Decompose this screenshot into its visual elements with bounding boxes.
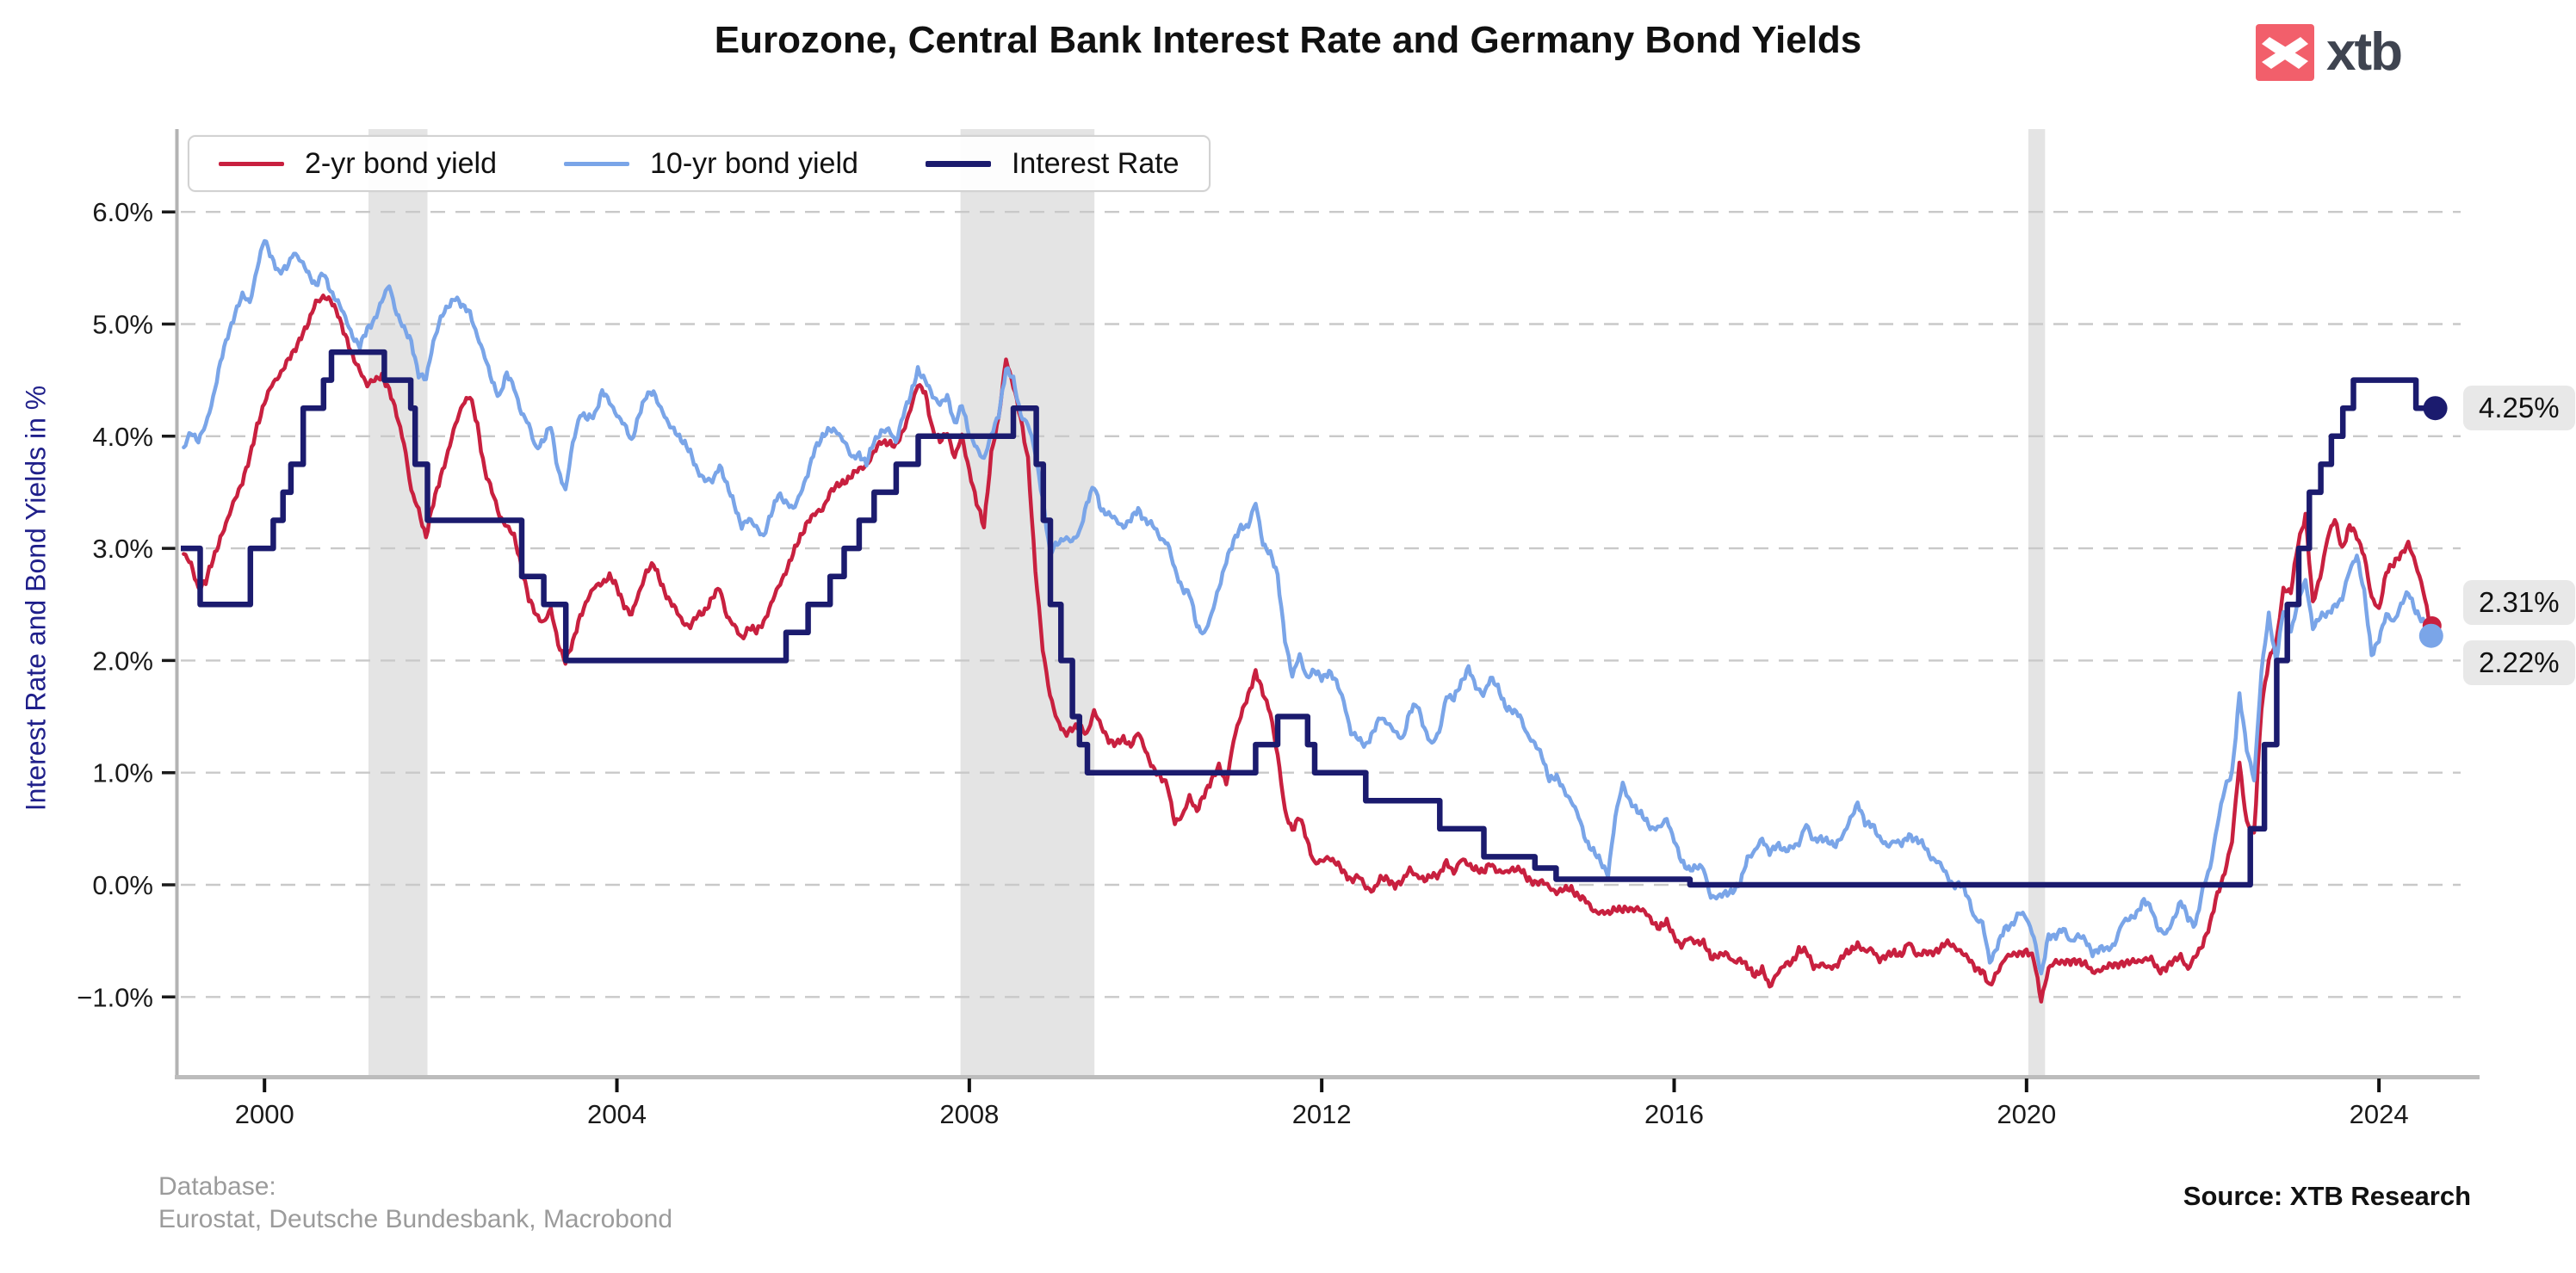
- y-tick-label: 5.0%: [92, 310, 153, 340]
- end-value-chip-2yr: 2.31%: [2463, 580, 2575, 625]
- legend-swatch-10yr: [564, 161, 630, 166]
- xtb-logo-text: xtb: [2326, 22, 2403, 82]
- end-value-chip-interest-rate: 4.25%: [2463, 386, 2575, 431]
- recession-band: [960, 129, 1095, 1075]
- end-dot-10yr: [2418, 623, 2443, 648]
- legend-swatch-interest-rate: [925, 160, 991, 167]
- x-tick-label: 2012: [1292, 1099, 1352, 1129]
- y-tick-label: 3.0%: [92, 534, 153, 564]
- legend-swatch-2yr: [219, 161, 284, 166]
- x-tick-label: 2008: [939, 1099, 999, 1129]
- series-line-2yr-bond-yield: [182, 294, 2433, 1004]
- y-tick-label: 0.0%: [92, 870, 153, 900]
- x-tick-label: 2024: [2350, 1099, 2409, 1129]
- end-value-chip-10yr: 2.22%: [2463, 640, 2575, 685]
- legend-label-2yr: 2-yr bond yield: [305, 146, 498, 180]
- end-dot-interest-rate: [2423, 396, 2448, 421]
- source-text: Source: XTB Research: [2183, 1181, 2471, 1211]
- y-tick-label: 6.0%: [92, 197, 153, 227]
- y-tick-label: 4.0%: [92, 422, 153, 452]
- chart-title: Eurozone, Central Bank Interest Rate and…: [714, 19, 1862, 61]
- database-label: Database:: [158, 1172, 276, 1201]
- x-tick-label: 2020: [1997, 1099, 2056, 1129]
- database-value: Eurostat, Deutsche Bundesbank, Macrobond: [158, 1205, 673, 1233]
- series-line-interest-rate: [181, 349, 2434, 888]
- x-tick-label: 2016: [1644, 1099, 1704, 1129]
- legend-item-10yr: 10-yr bond yield: [564, 147, 858, 181]
- bottom-spine: [175, 1075, 2480, 1079]
- legend-item-interest-rate: Interest Rate: [925, 146, 1180, 181]
- x-tick-label: 2000: [235, 1099, 294, 1129]
- y-axis-title: Interest Rate and Bond Yields in %: [20, 385, 52, 812]
- xtb-logo-icon: [2256, 24, 2314, 81]
- xtb-logo: xtb: [2256, 22, 2403, 82]
- y-tick-label: 2.0%: [92, 646, 153, 676]
- legend-label-10yr: 10-yr bond yield: [650, 146, 858, 180]
- y-tick-label: −1.0%: [77, 982, 153, 1012]
- legend-item-2yr: 2-yr bond yield: [219, 147, 497, 181]
- legend-label-interest-rate: Interest Rate: [1011, 146, 1180, 180]
- recession-band: [2028, 129, 2046, 1075]
- legend: 2-yr bond yield 10-yr bond yield Interes…: [188, 135, 1211, 192]
- series-line-10yr-bond-yield: [182, 238, 2433, 976]
- y-tick-label: 1.0%: [92, 758, 153, 788]
- x-tick-label: 2004: [587, 1099, 647, 1129]
- recession-band: [368, 129, 428, 1075]
